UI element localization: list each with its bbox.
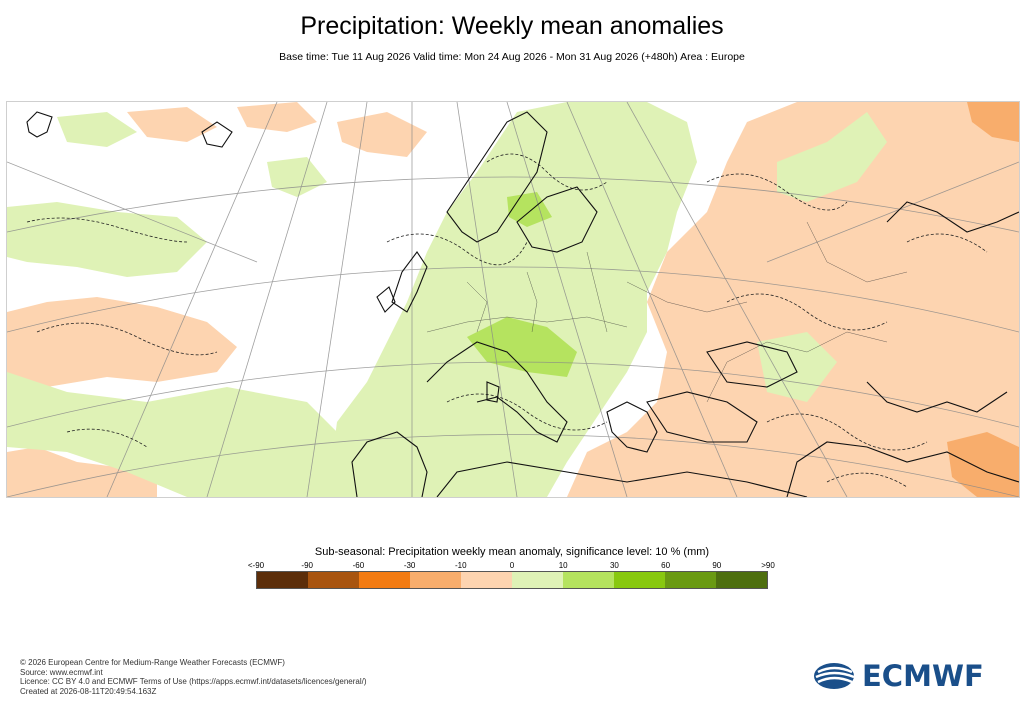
footer-licence: Licence: CC BY 4.0 and ECMWF Terms of Us… bbox=[20, 677, 367, 686]
legend-swatch bbox=[410, 572, 461, 588]
legend-tick-label: 90 bbox=[712, 561, 722, 570]
footer-source: Source: www.ecmwf.int bbox=[20, 667, 103, 677]
legend-swatch bbox=[308, 572, 359, 588]
legend-swatch bbox=[716, 572, 767, 588]
footer-copyright: © 2026 European Centre for Medium-Range … bbox=[20, 658, 285, 667]
ecmwf-logo: ECMWF bbox=[812, 659, 1008, 693]
legend-tick-label: 60 bbox=[661, 561, 671, 570]
legend-swatch bbox=[359, 572, 410, 588]
chart-title: Precipitation: Weekly mean anomalies bbox=[300, 12, 724, 40]
strong-dry-anomaly-areas bbox=[947, 102, 1019, 497]
legend-tick-label: -30 bbox=[403, 561, 416, 570]
chart-subtitle: Base time: Tue 11 Aug 2026 Valid time: M… bbox=[279, 51, 745, 63]
legend-swatch bbox=[563, 572, 614, 588]
legend-tick-label: >90 bbox=[761, 561, 775, 570]
legend-swatch bbox=[614, 572, 665, 588]
legend-swatch bbox=[257, 572, 308, 588]
footer-credits: © 2026 European Centre for Medium-Range … bbox=[20, 658, 367, 696]
legend-title: Sub-seasonal: Precipitation weekly mean … bbox=[314, 546, 710, 558]
precipitation-map bbox=[6, 101, 1020, 498]
legend-tick-label: 10 bbox=[558, 561, 568, 570]
legend-swatch bbox=[512, 572, 563, 588]
legend-tick-label: <-90 bbox=[247, 561, 265, 570]
wet-anomaly-areas bbox=[7, 102, 887, 497]
legend-tick-label: -10 bbox=[455, 561, 467, 570]
legend-tick-label: 0 bbox=[509, 561, 515, 570]
legend-swatch bbox=[665, 572, 716, 588]
country-borders bbox=[426, 221, 908, 403]
coastlines bbox=[26, 111, 1019, 497]
legend-color-bar bbox=[256, 571, 768, 589]
legend-swatch bbox=[461, 572, 512, 588]
legend-tick-label: 30 bbox=[609, 561, 619, 570]
legend-tick-label: -90 bbox=[301, 561, 313, 570]
ecmwf-logo-icon bbox=[814, 663, 855, 689]
graticule bbox=[7, 102, 1019, 497]
legend-labels: <-90 -90 -60 -30 -10 0 10 30 60 90 >90 bbox=[248, 561, 775, 571]
significance-contours bbox=[26, 153, 988, 488]
footer-created: Created at 2026-08-11T20:49:54.163Z bbox=[20, 686, 157, 696]
legend-tick-label: -60 bbox=[352, 561, 365, 570]
ecmwf-logo-text: ECMWF bbox=[862, 659, 984, 693]
map-canvas bbox=[7, 102, 1019, 497]
